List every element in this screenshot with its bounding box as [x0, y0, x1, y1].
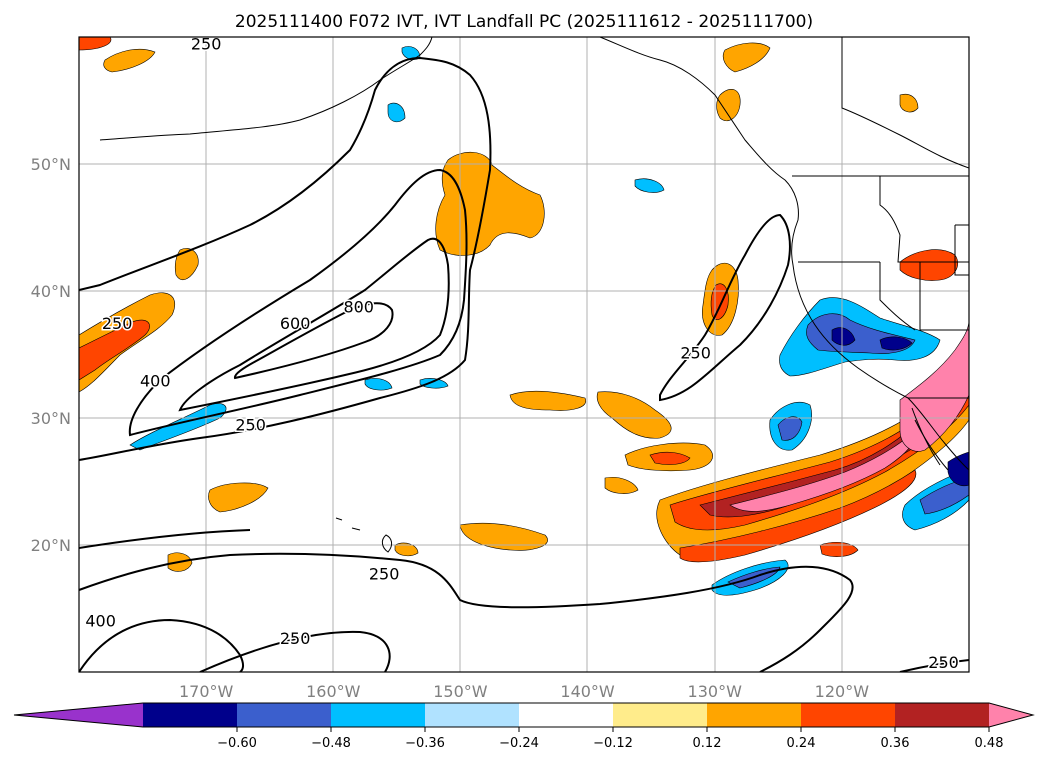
colorbar-segment	[613, 703, 708, 727]
navy-region	[947, 451, 969, 487]
contour-label: 250	[102, 314, 133, 333]
colorbar-tick-label: −0.48	[311, 736, 351, 751]
colorbar-extend-max	[989, 703, 1033, 727]
orange-region	[459, 522, 548, 551]
red-orange-region	[819, 541, 859, 557]
latitude-tick-label: 30°N	[31, 409, 71, 428]
orange-region	[596, 391, 672, 439]
colorbar: −0.60 −0.48 −0.36 −0.24 −0.12 0.12 0.24 0.36 0.4…	[13, 702, 1035, 751]
contour-label: 250	[280, 629, 311, 648]
light-blue-region	[364, 378, 393, 391]
colorbar-segment	[331, 703, 426, 727]
contour-label: 250	[928, 653, 959, 672]
contour-label: 800	[343, 298, 374, 317]
contour-label: 250	[191, 35, 222, 54]
red-orange-region	[669, 359, 969, 531]
red-orange-region	[899, 249, 959, 281]
orange-region	[716, 88, 741, 122]
contour-label: 400	[140, 371, 171, 390]
contour-line	[79, 552, 854, 672]
orange-region	[722, 42, 771, 73]
contour-line	[79, 618, 244, 672]
red-orange-region	[679, 469, 917, 563]
latitude-tick-label: 50°N	[31, 155, 71, 174]
orange-region	[509, 391, 587, 411]
contour-line	[79, 529, 251, 549]
orange-region	[174, 248, 199, 280]
colorbar-segment	[143, 703, 238, 727]
contour-label: 400	[85, 611, 116, 630]
colorbar-segment	[707, 703, 802, 727]
light-blue-region	[634, 178, 665, 193]
contour-line	[79, 56, 492, 461]
colorbar-tick-label: 0.36	[881, 736, 910, 751]
contour-label: 600	[280, 314, 311, 333]
figure-title: 2025111400 F072 IVT, IVT Landfall PC (20…	[235, 12, 813, 32]
coastlines	[99, 37, 969, 553]
contour-line	[659, 213, 791, 402]
contour-label: 250	[369, 564, 400, 583]
navy-region	[879, 336, 913, 351]
orange-region	[394, 542, 419, 557]
colorbar-tick-label: −0.60	[217, 736, 257, 751]
longitude-tick-labels: 170°W 160°W 150°W 140°W 130°W 120°W	[179, 682, 869, 701]
latitude-tick-label: 40°N	[31, 282, 71, 301]
medium-blue-region	[919, 477, 969, 515]
contour-label: 250	[235, 416, 266, 435]
orange-region	[435, 152, 545, 256]
colorbar-extend-min	[14, 703, 143, 727]
colorbar-tick-label: −0.12	[593, 736, 633, 751]
orange-region	[899, 93, 919, 113]
gridlines	[79, 37, 969, 672]
contour-line	[178, 237, 450, 412]
colorbar-segment	[895, 703, 990, 727]
longitude-tick-label: 140°W	[560, 682, 615, 701]
map-frame	[78, 36, 970, 673]
orange-region	[103, 48, 156, 73]
longitude-tick-label: 120°W	[815, 682, 870, 701]
ivt-contours	[79, 56, 969, 672]
colorbar-segment	[425, 703, 520, 727]
latitude-tick-label: 20°N	[31, 536, 71, 555]
map-panel: 250 250 400 600 800 250 250 250 400 250 250	[79, 35, 969, 672]
longitude-tick-label: 160°W	[306, 682, 361, 701]
light-blue-region	[387, 102, 406, 123]
colorbar-segment	[519, 703, 614, 727]
colorbar-tick-label: −0.24	[499, 736, 539, 751]
longitude-tick-label: 150°W	[433, 682, 488, 701]
colorbar-tick-label: −0.36	[405, 736, 445, 751]
orange-region	[208, 482, 269, 513]
contour-line	[128, 168, 468, 437]
red-orange-region	[79, 319, 150, 381]
colorbar-tick-label: 0.12	[693, 736, 722, 751]
negative-pc-shading	[129, 46, 969, 596]
red-orange-region	[649, 451, 691, 465]
colorbar-segment	[801, 703, 896, 727]
orange-region	[604, 477, 639, 494]
contour-label: 250	[680, 343, 711, 362]
contour-line	[899, 659, 969, 672]
colorbar-segment	[237, 703, 332, 727]
colorbar-tick-label: 0.24	[787, 736, 816, 751]
colorbar-outline	[13, 702, 1035, 728]
contour-labels: 250 250 400 600 800 250 250 250 400 250 250	[84, 35, 961, 672]
latitude-tick-labels: 20°N 30°N 40°N 50°N	[31, 155, 71, 555]
longitude-tick-label: 170°W	[179, 682, 234, 701]
contour-line	[233, 302, 394, 380]
contour-line	[199, 630, 391, 672]
longitude-tick-label: 130°W	[688, 682, 743, 701]
colorbar-tick-label: 0.48	[975, 736, 1004, 751]
navy-region	[831, 327, 856, 346]
